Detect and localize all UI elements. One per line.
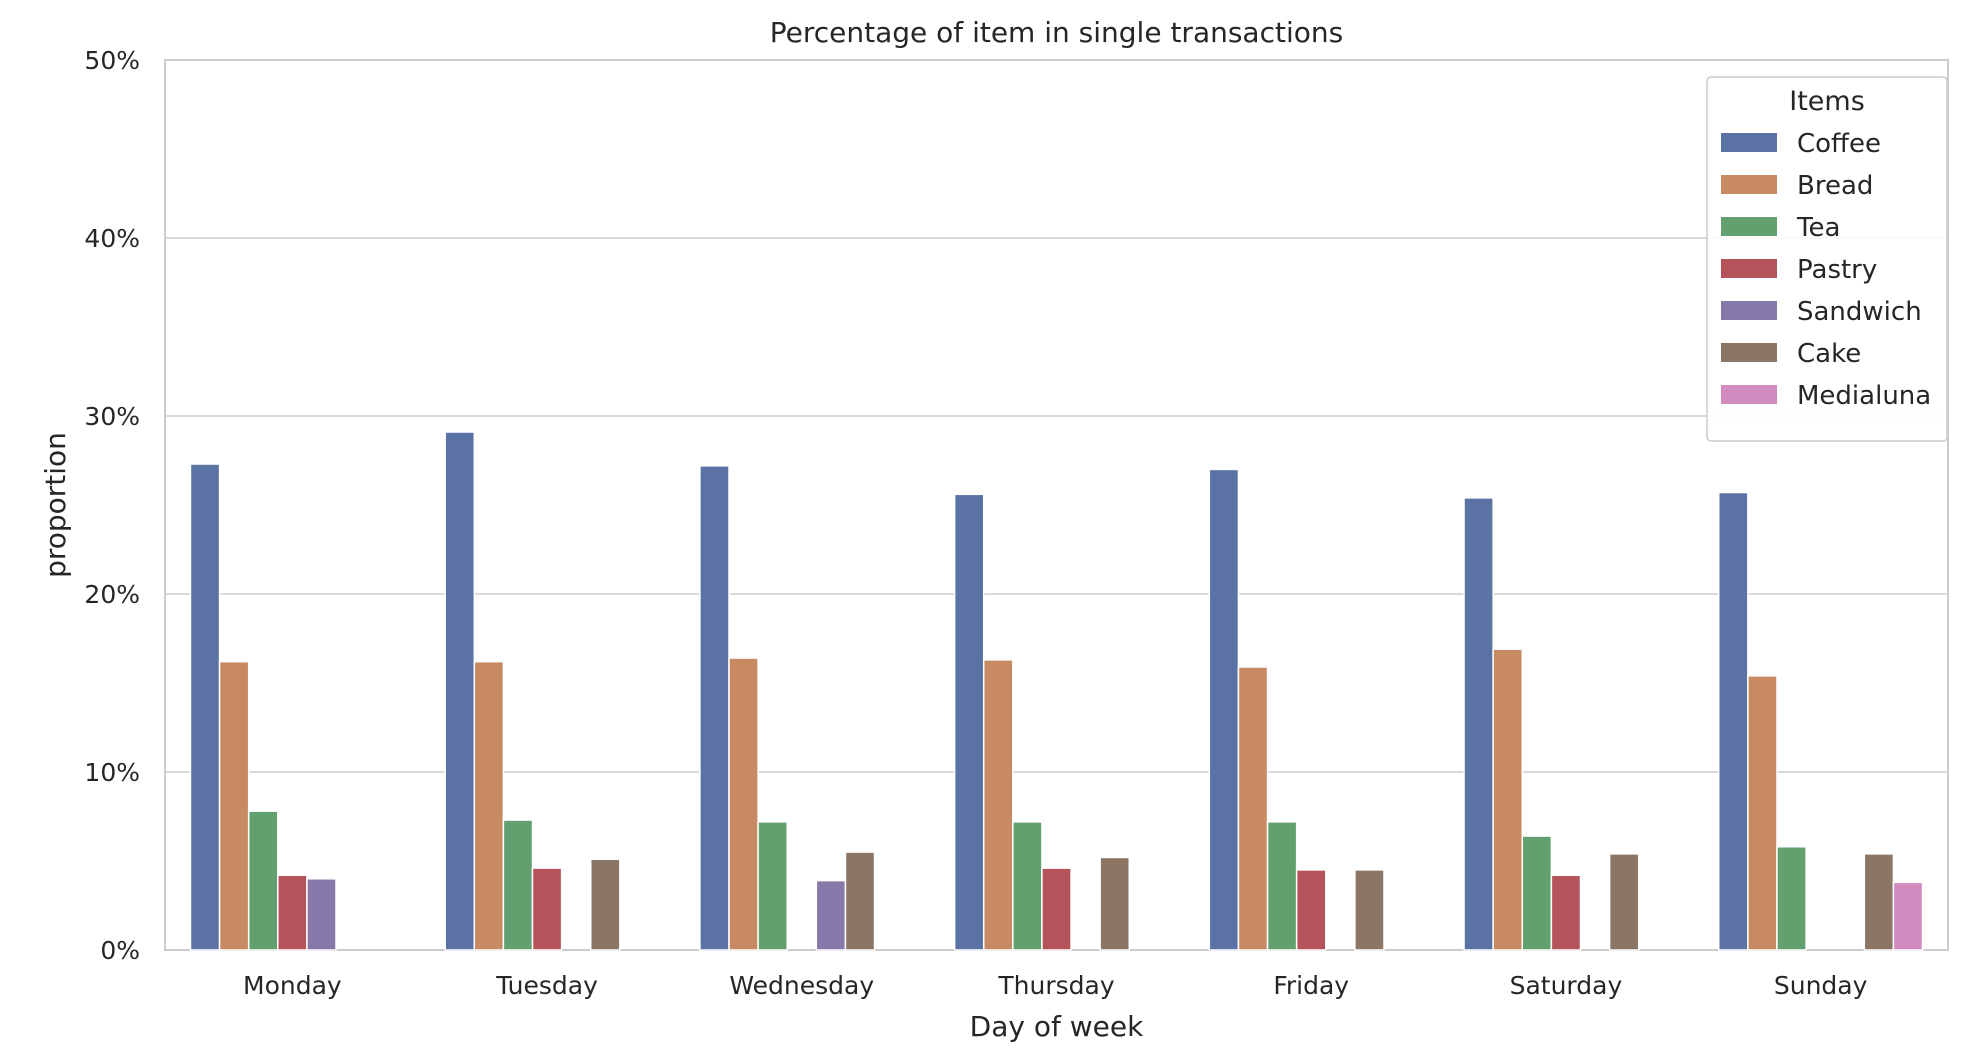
chart-title: Percentage of item in single transaction…	[770, 16, 1343, 49]
bar-cake-wednesday	[844, 851, 876, 951]
legend-swatch-bread	[1721, 175, 1777, 194]
y-tick-label: 50%	[84, 46, 140, 75]
x-tick-labels: Monday Tuesday Wednesday Thursday Friday Satu…	[243, 971, 1868, 1000]
bar-coffee-tuesday	[444, 431, 476, 951]
bar-cake-friday	[1354, 869, 1385, 951]
bar-bread-wednesday	[728, 657, 759, 951]
bar-cake-saturday	[1608, 853, 1640, 951]
bar-cake-sunday	[1863, 853, 1895, 951]
bar-cake-tuesday	[589, 858, 621, 951]
bar-pastry-monday	[277, 874, 308, 951]
y-tick-label: 10%	[84, 758, 140, 787]
bar-bread-saturday	[1492, 648, 1524, 951]
x-tick-label: Sunday	[1774, 971, 1868, 1000]
legend-swatch-medialuna	[1721, 385, 1777, 404]
bar-tea-wednesday	[757, 821, 788, 951]
x-tick-label: Friday	[1273, 971, 1349, 1000]
bar-medialuna-sunday	[1892, 881, 1924, 951]
legend-label-medialuna: Medialuna	[1797, 381, 1931, 411]
bar-bread-sunday	[1747, 675, 1778, 951]
bar-coffee-thursday	[953, 493, 985, 951]
x-tick-label: Saturday	[1510, 971, 1623, 1000]
bar-tea-thursday	[1012, 821, 1043, 951]
bars	[189, 431, 1924, 951]
y-tick-label: 20%	[84, 580, 140, 609]
legend-label-coffee: Coffee	[1797, 129, 1881, 159]
bar-coffee-wednesday	[699, 465, 730, 951]
legend-items: Coffee Bread Tea Pastry Sandwich Cake Medialun…	[1721, 129, 1931, 411]
y-tick-labels: 0% 10% 20% 30% 40% 50%	[84, 46, 140, 965]
bar-tea-saturday	[1521, 835, 1553, 951]
bar-coffee-monday	[189, 463, 221, 951]
legend-title: Items	[1789, 86, 1865, 117]
legend-swatch-pastry	[1721, 259, 1777, 278]
legend-swatch-sandwich	[1721, 301, 1777, 320]
y-tick-label: 0%	[100, 936, 140, 965]
bar-tea-monday	[247, 810, 279, 951]
legend-label-pastry: Pastry	[1797, 255, 1877, 285]
legend-label-bread: Bread	[1797, 171, 1873, 201]
bar-coffee-sunday	[1718, 491, 1749, 951]
bar-coffee-saturday	[1463, 497, 1494, 951]
bar-bread-friday	[1237, 666, 1269, 951]
legend-swatch-cake	[1721, 343, 1777, 362]
x-tick-label: Monday	[243, 971, 342, 1000]
bar-bread-thursday	[982, 659, 1014, 951]
x-tick-label: Thursday	[997, 971, 1114, 1000]
legend: Items Coffee Bread Tea Pastry Sandwich Cake Me…	[1706, 76, 1948, 442]
bar-tea-friday	[1266, 821, 1298, 951]
bar-bread-tuesday	[473, 660, 505, 951]
y-axis-label: proportion	[39, 432, 72, 578]
x-axis-label: Day of week	[970, 1010, 1144, 1043]
bar-tea-sunday	[1776, 846, 1807, 951]
bar-tea-tuesday	[502, 819, 534, 951]
bar-pastry-thursday	[1041, 867, 1072, 951]
x-tick-label: Tuesday	[495, 971, 598, 1000]
y-tick-label: 40%	[84, 224, 140, 253]
x-tick-label: Wednesday	[729, 971, 874, 1000]
bar-sandwich-monday	[306, 878, 337, 951]
bar-cake-thursday	[1099, 856, 1131, 951]
bar-coffee-friday	[1208, 468, 1240, 951]
legend-swatch-tea	[1721, 217, 1777, 236]
bar-sandwich-wednesday	[815, 879, 847, 951]
legend-swatch-coffee	[1721, 133, 1777, 152]
bar-pastry-saturday	[1550, 874, 1582, 951]
legend-label-cake: Cake	[1797, 339, 1861, 369]
y-tick-label: 30%	[84, 402, 140, 431]
bar-pastry-tuesday	[531, 867, 563, 951]
legend-label-sandwich: Sandwich	[1797, 297, 1922, 327]
bar-bread-monday	[218, 660, 250, 951]
bar-pastry-friday	[1295, 869, 1327, 951]
legend-label-tea: Tea	[1796, 213, 1840, 243]
